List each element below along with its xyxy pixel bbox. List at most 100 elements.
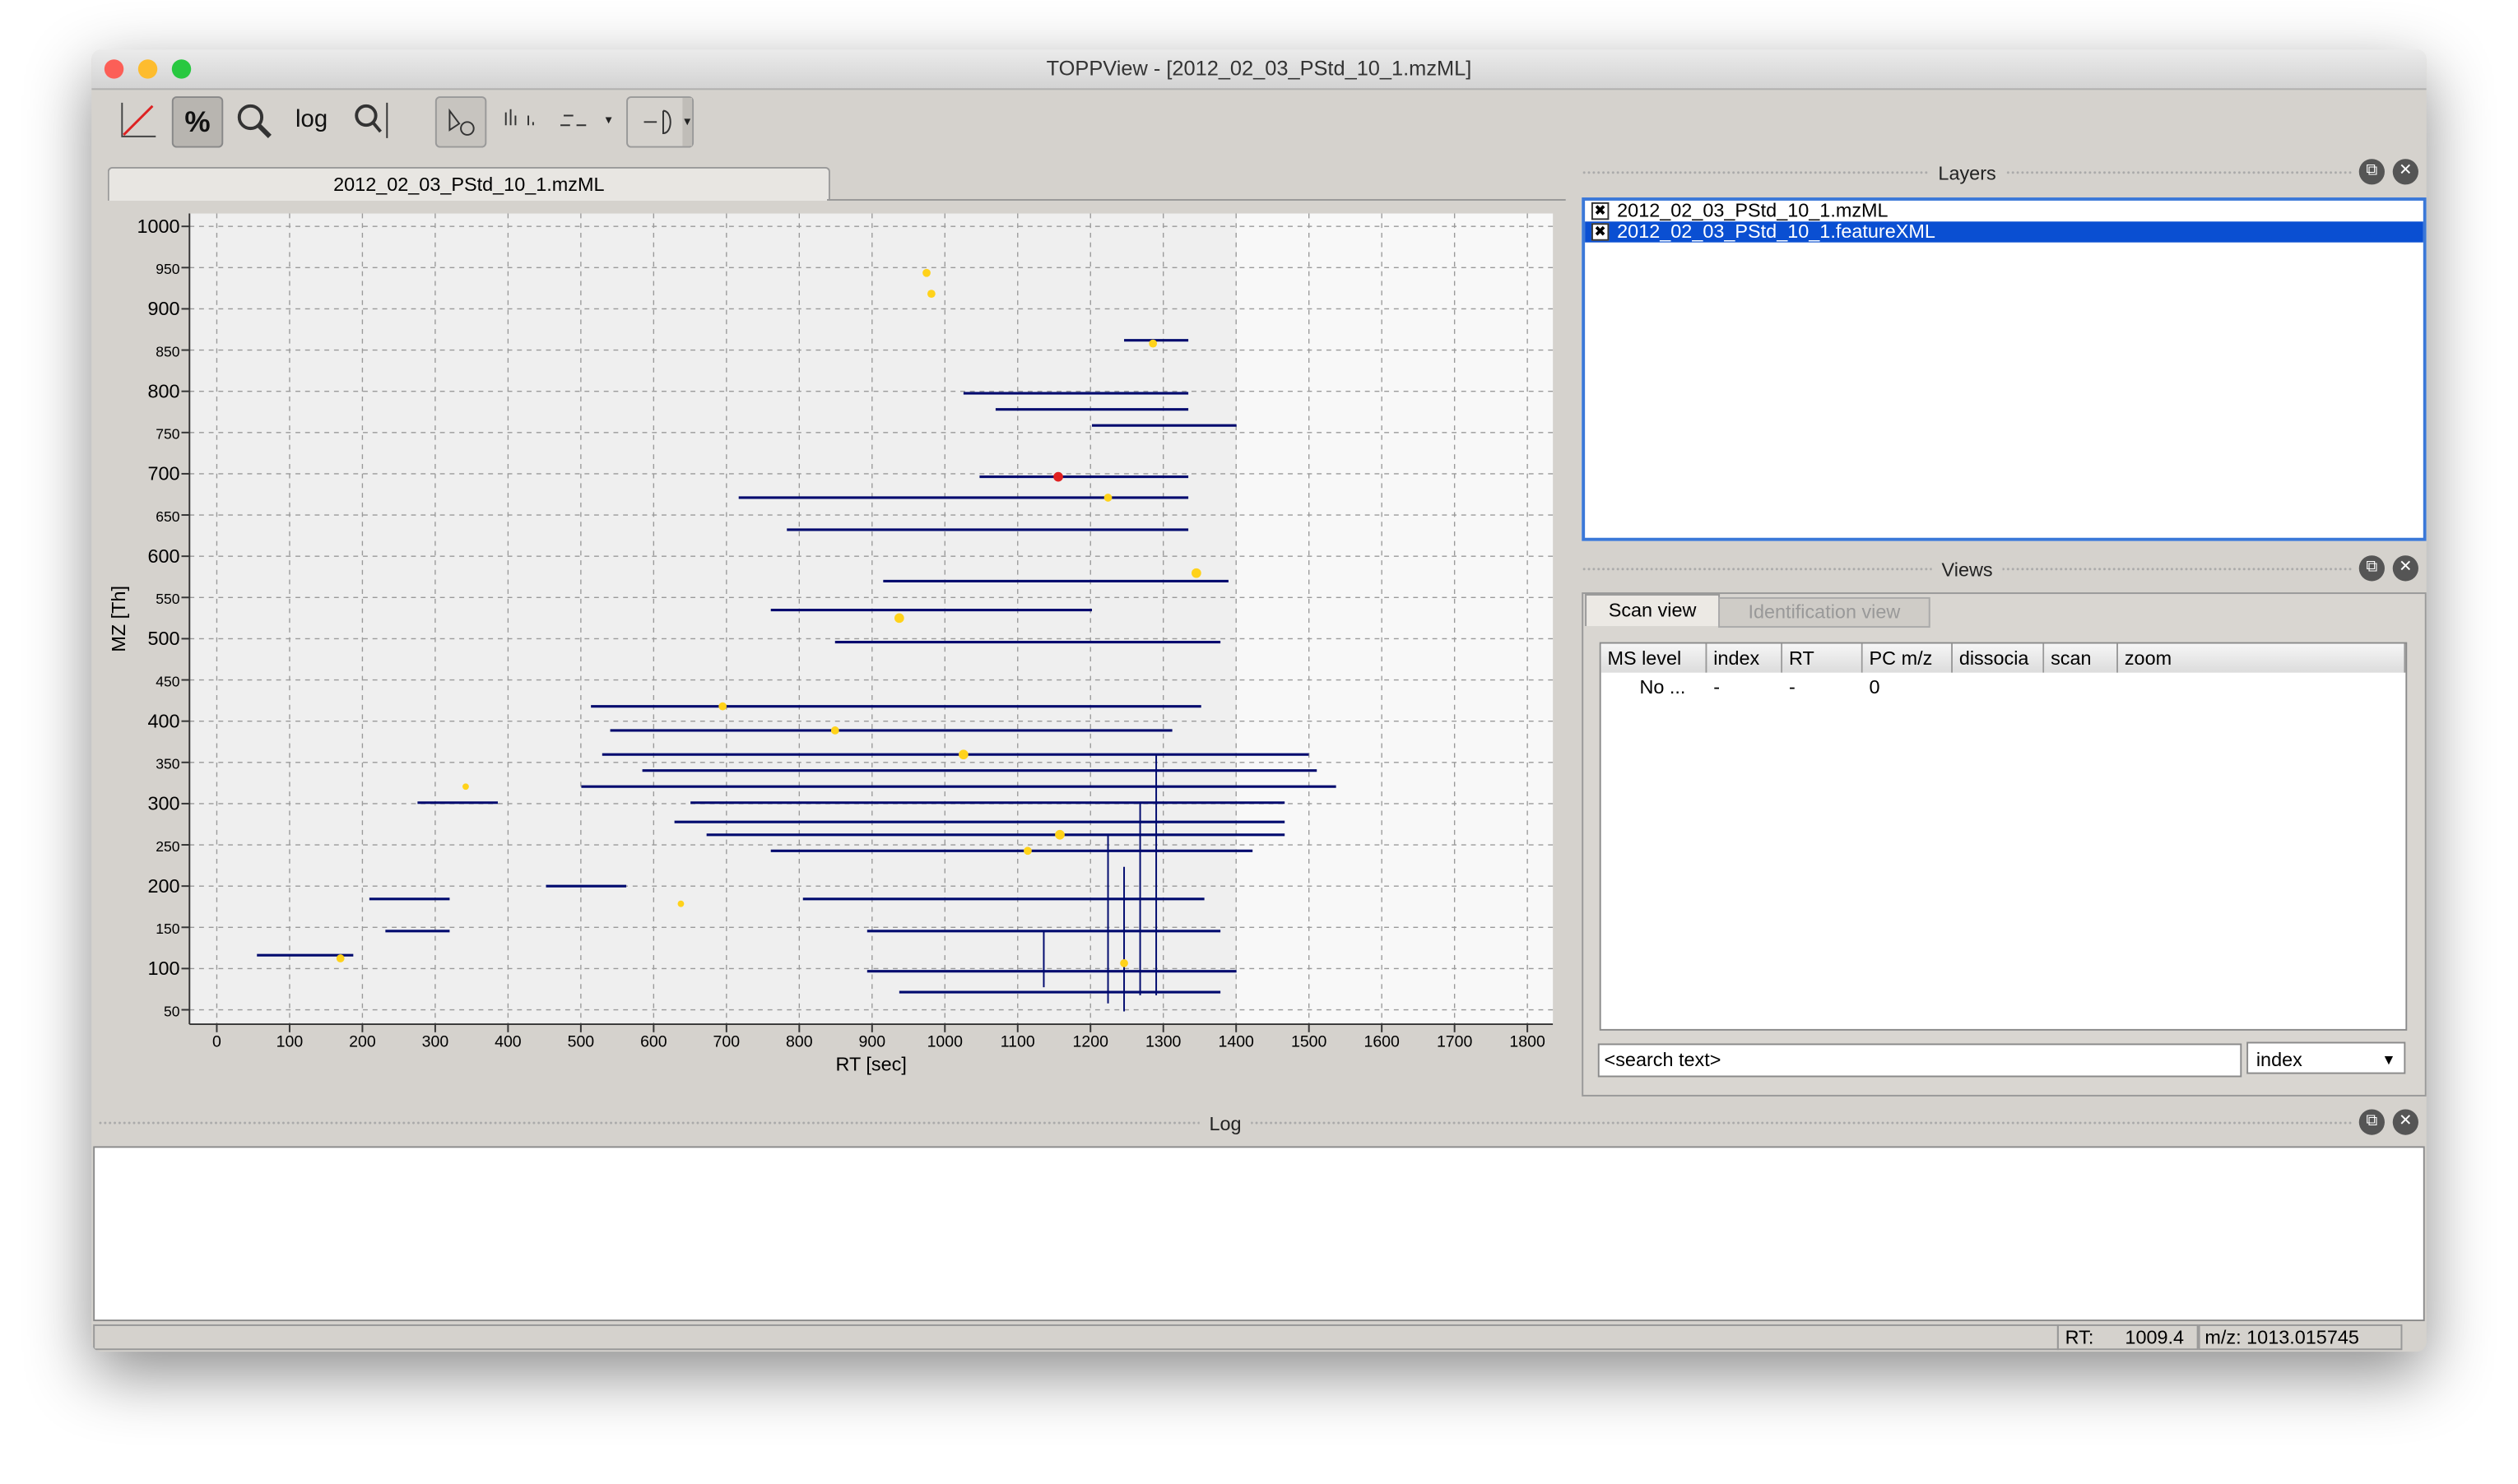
percentage-button[interactable]: % — [171, 96, 224, 148]
y-tick-label: 150 — [156, 921, 180, 937]
layer-name: 2012_02_03_PStd_10_1.featureXML — [1617, 220, 1935, 243]
y-tick-label: 250 — [156, 838, 180, 855]
y-tick-label: 300 — [148, 793, 180, 814]
peak — [959, 749, 969, 760]
snap-button[interactable] — [230, 96, 278, 145]
layer-item[interactable]: ✖ 2012_02_03_PStd_10_1.mzML — [1585, 200, 2423, 221]
column-header: dissocia — [1953, 643, 2045, 673]
peak — [1120, 959, 1128, 967]
feature-overlay — [257, 339, 1336, 1012]
tab-label: 2012_02_03_PStd_10_1.mzML — [333, 173, 605, 197]
mz-value: m/z: 1013.015745 — [2204, 1325, 2359, 1349]
x-tick-label: 100 — [276, 1032, 304, 1050]
search-field[interactable]: <search text> — [1597, 1043, 2242, 1078]
document-tab[interactable]: 2012_02_03_PStd_10_1.mzML — [107, 166, 830, 201]
log-button[interactable]: log — [295, 105, 328, 133]
close-panel-button[interactable]: ✕ — [2392, 555, 2418, 582]
linear-intensity-button[interactable] — [114, 96, 163, 145]
log-header: Log — [98, 1111, 2353, 1137]
layer-checkbox: ✖ — [1591, 202, 1610, 220]
float-button[interactable]: ⧉ — [2358, 555, 2385, 582]
layer-checkbox: ✖ — [1591, 223, 1610, 242]
icon — [237, 104, 272, 138]
x-tick-label: 600 — [640, 1032, 667, 1050]
x-axis-label: RT [sec] — [836, 1054, 907, 1075]
table-cell: - — [1788, 675, 1796, 698]
x-tick-label: 1700 — [1437, 1032, 1473, 1050]
x-tick-label: 700 — [713, 1032, 741, 1050]
tab-label: Identification view — [1748, 600, 1901, 624]
y-tick-label: 100 — [148, 958, 180, 979]
identification-view-tab[interactable]: Identification view — [1718, 596, 1930, 628]
x-tick-label: 1800 — [1509, 1032, 1545, 1050]
x-tick-label: 1500 — [1291, 1032, 1327, 1050]
search-field-select[interactable]: index ▼ — [2246, 1041, 2406, 1074]
log-title: Log — [1199, 1112, 1252, 1135]
y-tick-label: 750 — [156, 426, 180, 443]
translate-tool[interactable] — [434, 96, 487, 148]
peak — [336, 954, 345, 962]
peak — [1149, 339, 1158, 348]
y-tick-label: 950 — [156, 261, 180, 277]
y-tick-label: 850 — [156, 343, 180, 359]
x-tick-label: 300 — [422, 1032, 449, 1050]
search-placeholder: <search text> — [1604, 1048, 1721, 1071]
close-panel-button[interactable]: ✕ — [2392, 159, 2418, 185]
window-title: TOPPView - [2012_02_03_PStd_10_1.mzML] — [1046, 56, 1472, 81]
x-tick-label: 1000 — [927, 1032, 964, 1050]
y-tick-label: 350 — [156, 756, 180, 772]
select-value: index — [2256, 1048, 2302, 1071]
y-tick-label: 450 — [156, 673, 180, 689]
peak — [927, 290, 936, 299]
icon — [560, 114, 612, 127]
status-rt: RT: 1009.4 — [2056, 1324, 2199, 1351]
projections-button[interactable] — [551, 96, 625, 145]
view-dropdown[interactable] — [626, 96, 695, 148]
close-panel-button[interactable]: ✕ — [2392, 1109, 2418, 1135]
x-tick-label: 1400 — [1219, 1032, 1255, 1050]
minimize-button[interactable] — [137, 59, 158, 79]
peak — [922, 268, 931, 277]
x-tick-label: 1200 — [1073, 1032, 1109, 1050]
peak — [1053, 471, 1063, 482]
y-axis-label: MZ [Th] — [108, 586, 129, 652]
peak — [830, 726, 839, 735]
x-tick-label: 500 — [568, 1032, 595, 1050]
layers-list: ✖ 2012_02_03_PStd_10_1.mzML ✖ 2012_02_03_PS… — [1582, 197, 2427, 541]
peaks — [336, 268, 1201, 967]
y-tick-label: 600 — [148, 545, 180, 567]
y-tick-label: 50 — [164, 1003, 180, 1019]
icon — [355, 102, 388, 138]
measure-tool[interactable] — [496, 96, 545, 145]
y-tick-label: 800 — [148, 380, 180, 401]
peak — [894, 613, 904, 624]
float-button[interactable]: ⧉ — [2358, 159, 2385, 185]
x-tick-label: 800 — [786, 1032, 813, 1050]
peak — [1024, 846, 1032, 856]
tab-line — [827, 198, 1566, 201]
y-tick-label: 650 — [156, 508, 180, 525]
scan-view-tab[interactable]: Scan view — [1585, 594, 1721, 627]
status-message — [93, 1324, 2059, 1351]
zoom-button[interactable] — [171, 59, 192, 79]
plot-faint-region — [1236, 213, 1554, 1025]
rt-value: 1009.4 — [2125, 1325, 2185, 1349]
icon — [504, 109, 534, 126]
y-tick-label: 700 — [148, 463, 180, 485]
tab-label: Scan view — [1608, 598, 1697, 622]
views-title: Views — [1931, 559, 2003, 582]
column-header: RT — [1782, 643, 1863, 673]
y-tick-label: 500 — [148, 628, 180, 649]
reset-zoom-button[interactable] — [348, 96, 397, 145]
peak — [1103, 494, 1113, 502]
dropdown-arrow: ▼ — [2381, 1051, 2396, 1068]
x-tick-label: 200 — [349, 1032, 376, 1050]
layer-item[interactable]: ✖ 2012_02_03_PStd_10_1.featureXML — [1585, 220, 2423, 243]
status-mz: m/z: 1013.015745 — [2198, 1324, 2403, 1351]
float-button[interactable]: ⧉ — [2358, 1109, 2385, 1135]
icon — [448, 108, 475, 136]
y-tick-label: 1000 — [137, 216, 179, 237]
close-button[interactable] — [104, 59, 124, 79]
